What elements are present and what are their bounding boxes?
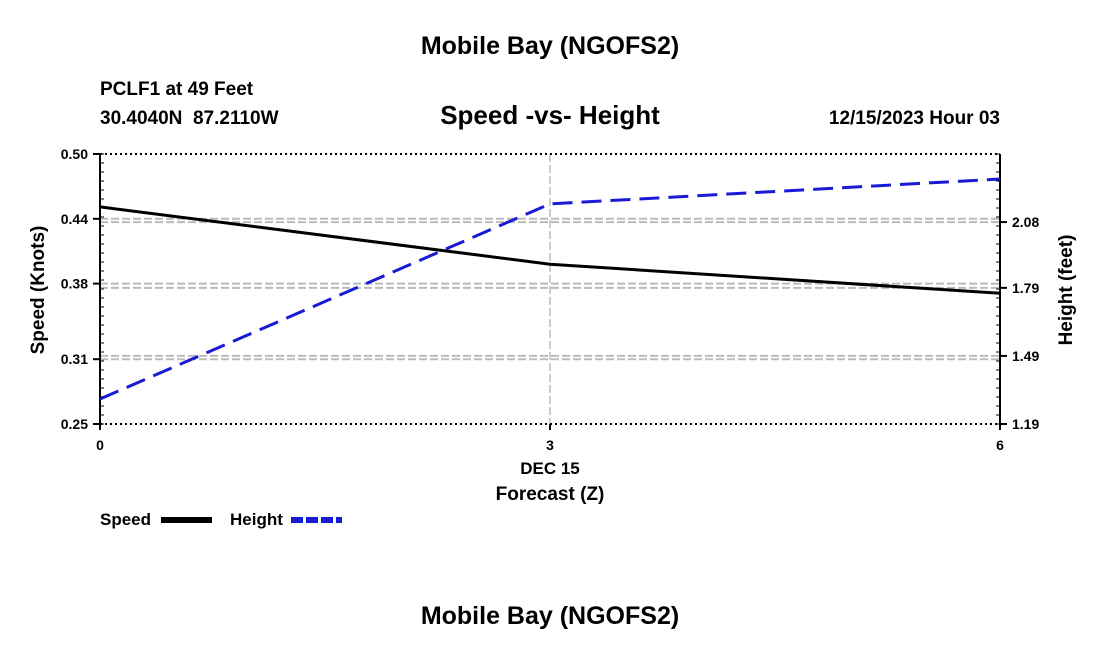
legend-height-label: Height: [230, 510, 283, 529]
left-tick-label: 0.38: [61, 276, 88, 292]
legend: Speed Height: [100, 510, 342, 529]
grid-lines: [100, 154, 1000, 424]
right-tick-label: 1.79: [1012, 280, 1039, 296]
chart-title: Speed -vs- Height: [440, 100, 660, 130]
y-axis-label-left: Speed (Knots): [28, 226, 49, 355]
y-axis-label-right: Height (feet): [1056, 235, 1077, 346]
series-line-height: [99, 177, 1001, 401]
left-tick-label: 0.25: [61, 416, 88, 432]
x-tick-label: 0: [96, 437, 104, 453]
x-tick-label: 3: [546, 437, 554, 453]
date-label: 12/15/2023 Hour 03: [829, 108, 1000, 129]
header-title: Mobile Bay (NGOFS2): [421, 32, 679, 60]
x-date-label: DEC 15: [520, 459, 580, 478]
x-axis-label: Forecast (Z): [496, 484, 605, 505]
legend-speed-label: Speed: [100, 510, 151, 529]
left-tick-label: 0.31: [61, 351, 88, 367]
left-tick-label: 0.50: [61, 146, 88, 162]
series-line-speed: [99, 205, 1001, 295]
coordinates-label: 30.4040N 87.2110W: [100, 108, 279, 129]
left-tick-label: 0.44: [61, 211, 88, 227]
series-lines: [99, 177, 1001, 401]
axis-ticks: 0.25 0.31 0.38 0.44 0.50 1.19 1.49 1.79 2.08 0 3 6: [61, 146, 1040, 453]
right-tick-label: 2.08: [1012, 214, 1039, 230]
station-label: PCLF1 at 49 Feet: [100, 79, 254, 100]
right-tick-label: 1.19: [1012, 416, 1039, 432]
right-tick-label: 1.49: [1012, 348, 1039, 364]
footer-title: Mobile Bay (NGOFS2): [421, 602, 679, 630]
x-tick-label: 6: [996, 437, 1004, 453]
